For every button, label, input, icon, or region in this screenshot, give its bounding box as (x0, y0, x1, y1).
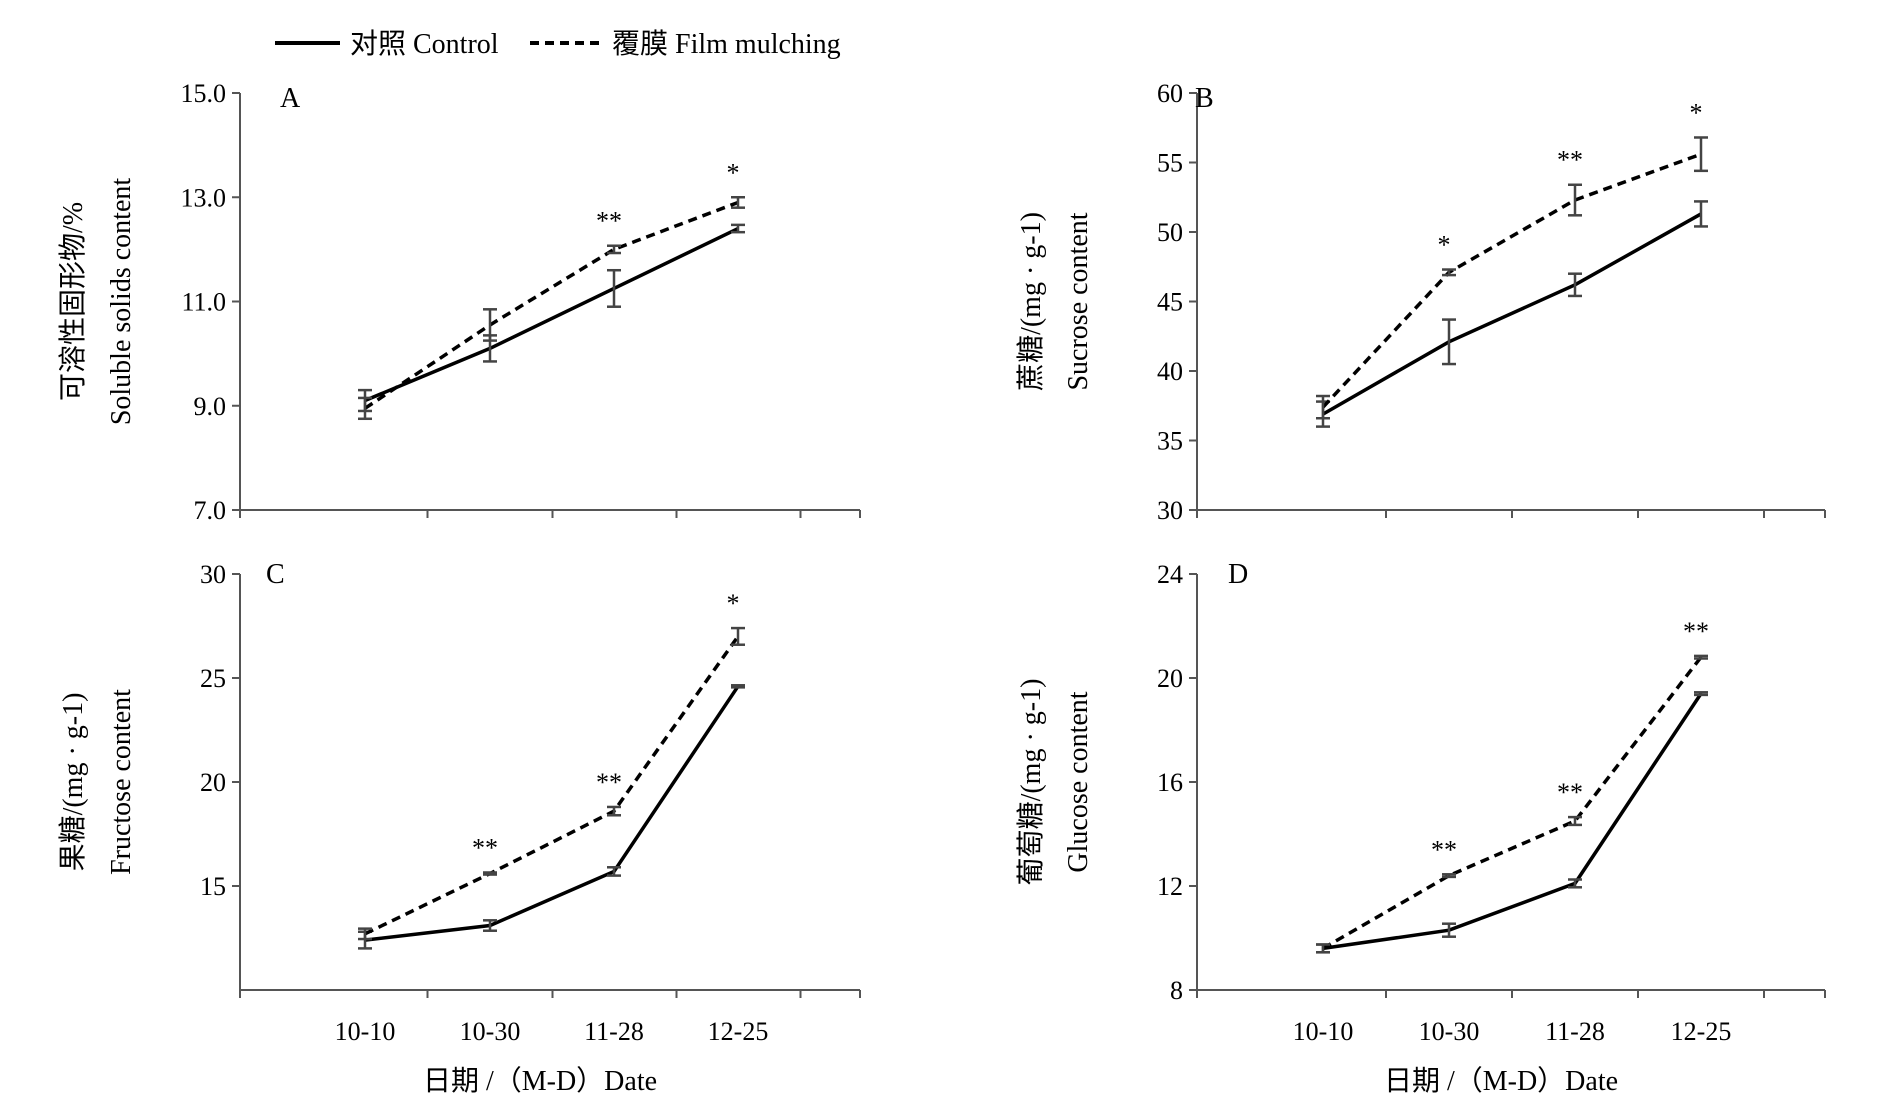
y-tick-label: 12 (1157, 872, 1183, 901)
panel-label: C (266, 559, 285, 590)
y-tick-label: 15 (200, 872, 226, 901)
y-tick-label: 30 (200, 560, 226, 589)
y-axis-title-en: Soluble solids content (106, 178, 137, 426)
x-tick-label: 10-30 (460, 1017, 521, 1046)
film-error-bar (1568, 183, 1582, 217)
panel-label: D (1228, 559, 1248, 590)
significance-marker: ** (596, 768, 622, 797)
film-series-line (1321, 152, 1702, 409)
y-axis-title-cn: 蔗糖/(mg · g-1) (1015, 212, 1047, 391)
film-error-bar (1694, 654, 1708, 660)
y-tick-label: 15.0 (181, 79, 227, 108)
x-tick-label: 10-10 (335, 1017, 396, 1046)
y-tick-label: 45 (1157, 288, 1183, 317)
film-error-bar (1316, 394, 1330, 420)
control-error-bar (607, 866, 621, 877)
film-error-bar (1442, 268, 1456, 277)
x-tick-label: 11-28 (1545, 1017, 1605, 1046)
film-error-bar (1316, 943, 1330, 954)
panel-label: B (1195, 83, 1214, 114)
film-error-bar (1694, 136, 1708, 173)
significance-marker: * (727, 589, 740, 618)
significance-marker: * (1690, 98, 1703, 127)
control-series-line (1322, 212, 1702, 416)
legend-control-label: 对照 Control (350, 28, 499, 60)
y-tick-label: 20 (200, 768, 226, 797)
film-error-bar (1568, 815, 1582, 827)
y-tick-label: 40 (1157, 357, 1183, 386)
y-tick-label: 24 (1157, 560, 1183, 589)
panel-label: A (280, 83, 301, 114)
panel-d: 8 12 16 20 24 10-10 10-30 11-28 12-25 日期 /（M-D）Da… (1015, 559, 1826, 1097)
y-tick-label: 20 (1157, 664, 1183, 693)
y-tick-label: 60 (1157, 79, 1183, 108)
control-error-bar (1694, 200, 1708, 228)
control-error-bar (731, 223, 745, 234)
significance-marker: * (1438, 231, 1451, 260)
significance-marker: ** (596, 207, 622, 236)
film-error-bar (483, 871, 497, 876)
y-tick-label: 8 (1170, 976, 1183, 1005)
film-error-bar (731, 626, 745, 646)
y-tick-label: 50 (1157, 218, 1183, 247)
control-error-bar (1442, 922, 1456, 938)
significance-marker: ** (1557, 778, 1583, 807)
film-error-bar (607, 244, 621, 255)
y-tick-label: 30 (1157, 496, 1183, 525)
y-axis-title-en: Sucrose content (1063, 212, 1094, 390)
significance-marker: * (727, 158, 740, 187)
y-tick-label: 16 (1157, 768, 1183, 797)
film-error-bar (358, 927, 372, 941)
film-error-bar (483, 308, 497, 342)
x-axis-title: 日期 /（M-D）Date (1384, 1065, 1618, 1097)
control-error-bar (1568, 272, 1582, 298)
x-tick-label: 10-30 (1419, 1017, 1480, 1046)
x-axis-title: 日期 /（M-D）Date (423, 1065, 657, 1097)
film-series-line (1322, 656, 1703, 950)
significance-marker: ** (1557, 146, 1583, 175)
y-tick-label: 25 (200, 664, 226, 693)
control-series-line (364, 226, 739, 403)
y-tick-label: 55 (1157, 149, 1183, 178)
y-tick-label: 7.0 (194, 496, 227, 525)
control-error-bar (607, 268, 621, 308)
y-tick-label: 9.0 (194, 392, 227, 421)
film-series-line (364, 635, 740, 936)
control-error-bar (1568, 878, 1582, 889)
legend-film-label: 覆膜 Film mulching (612, 28, 841, 60)
x-tick-label: 11-28 (584, 1017, 644, 1046)
control-series-line (364, 685, 740, 942)
control-error-bar (1442, 318, 1456, 366)
y-tick-label: 35 (1157, 427, 1183, 456)
x-tick-label: 12-25 (1671, 1017, 1732, 1046)
y-tick-label: 11.0 (181, 288, 226, 317)
y-axis-title-cn: 葡萄糖/(mg · g-1) (1015, 679, 1047, 886)
film-error-bar (607, 805, 621, 817)
film-error-bar (731, 196, 745, 209)
legend: 对照 Control 覆膜 Film mulching (275, 28, 841, 60)
panel-c: 15 20 25 30 10-10 10-30 11-28 12-25 日期 /（M-D）Dat… (57, 559, 861, 1097)
y-axis-title-en: Fructose content (106, 689, 137, 875)
control-series-line (1322, 692, 1703, 951)
x-tick-label: 10-10 (1293, 1017, 1354, 1046)
control-error-bar (1694, 691, 1708, 697)
y-axis-title-cn: 果糖/(mg · g-1) (57, 693, 89, 872)
y-axis-title-cn: 可溶性固形物/% (57, 202, 89, 401)
y-axis-title-en: Glucose content (1063, 691, 1094, 872)
significance-marker: ** (472, 833, 498, 862)
film-error-bar (358, 396, 372, 421)
significance-marker: ** (1683, 617, 1709, 646)
y-tick-label: 13.0 (181, 183, 227, 212)
control-error-bar (483, 919, 497, 932)
panel-a: 7.0 9.0 11.0 13.0 15.0 A 可溶性固形物/% Soluble solid… (57, 79, 861, 525)
significance-marker: ** (1431, 835, 1457, 864)
x-tick-label: 12-25 (708, 1017, 769, 1046)
panel-b: 30 35 40 45 50 55 60 B 蔗糖/(mg · g-1) Sucrose cont… (1015, 79, 1826, 525)
control-error-bar (731, 684, 745, 689)
film-series-line (364, 200, 739, 410)
film-error-bar (1442, 873, 1456, 879)
